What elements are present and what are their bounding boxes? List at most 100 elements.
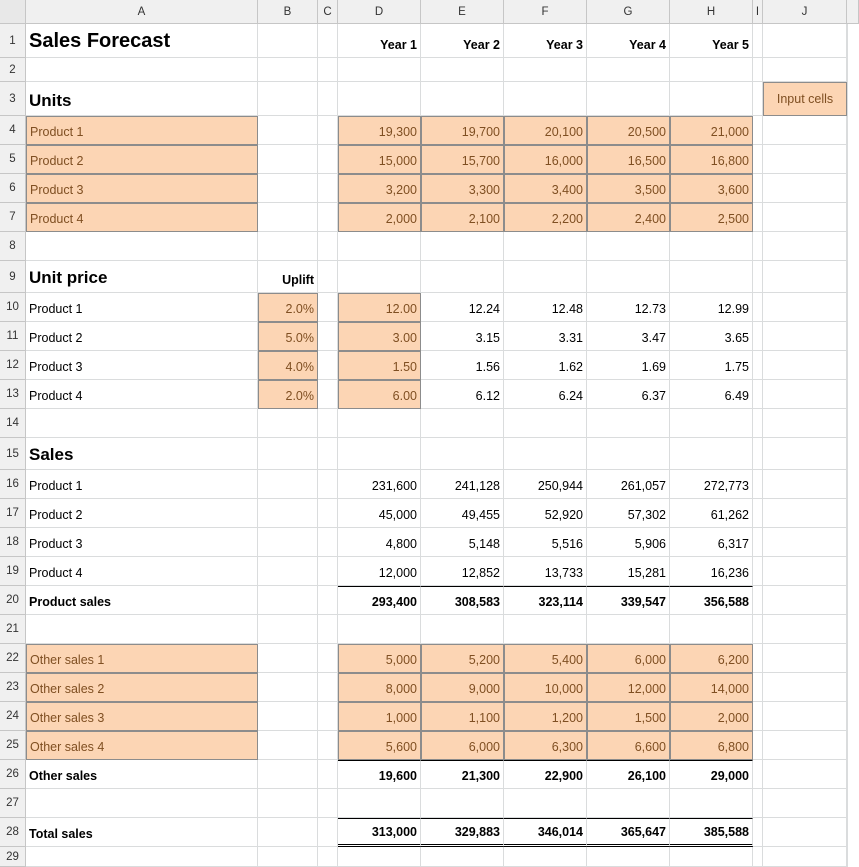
empty-cell[interactable] <box>763 145 847 174</box>
empty-cell[interactable] <box>587 409 670 438</box>
column-header-h[interactable]: H <box>670 0 753 24</box>
sales-value[interactable]: 12,852 <box>421 557 504 586</box>
sales-product-label[interactable]: Product 4 <box>26 557 258 586</box>
empty-cell[interactable] <box>763 438 847 470</box>
empty-cell[interactable] <box>258 145 318 174</box>
empty-cell[interactable] <box>763 351 847 380</box>
sales-value[interactable]: 57,302 <box>587 499 670 528</box>
other-sales-value[interactable]: 1,200 <box>504 702 587 731</box>
empty-cell[interactable] <box>338 789 421 818</box>
sheet-title[interactable]: Sales Forecast <box>26 24 258 58</box>
other-sales-label[interactable]: Other sales 4 <box>26 731 258 760</box>
input-cells-legend[interactable]: Input cells <box>763 82 847 116</box>
row-header-25[interactable]: 25 <box>0 731 26 760</box>
product-sales-total[interactable]: 293,400 <box>338 586 421 615</box>
empty-cell[interactable] <box>763 322 847 351</box>
empty-cell[interactable] <box>318 731 338 760</box>
row-header-26[interactable]: 26 <box>0 760 26 789</box>
empty-cell[interactable] <box>318 232 338 261</box>
empty-cell[interactable] <box>763 615 847 644</box>
empty-cell[interactable] <box>753 145 763 174</box>
total-sales-value[interactable]: 313,000 <box>338 818 421 847</box>
column-header-a[interactable]: A <box>26 0 258 24</box>
empty-cell[interactable] <box>753 438 763 470</box>
other-sales-value[interactable]: 8,000 <box>338 673 421 702</box>
empty-cell[interactable] <box>587 261 670 293</box>
row-header-7[interactable]: 7 <box>0 203 26 232</box>
empty-cell[interactable] <box>258 847 318 867</box>
empty-cell[interactable] <box>753 380 763 409</box>
other-sales-label[interactable]: Other sales 1 <box>26 644 258 673</box>
empty-cell[interactable] <box>318 409 338 438</box>
empty-cell[interactable] <box>421 789 504 818</box>
empty-cell[interactable] <box>670 261 753 293</box>
price-value[interactable]: 3.47 <box>587 322 670 351</box>
price-value[interactable]: 3.65 <box>670 322 753 351</box>
total-sales-value[interactable]: 385,588 <box>670 818 753 847</box>
empty-cell[interactable] <box>753 203 763 232</box>
empty-cell[interactable] <box>763 731 847 760</box>
empty-cell[interactable] <box>753 261 763 293</box>
units-value[interactable]: 3,200 <box>338 174 421 203</box>
sales-value[interactable]: 231,600 <box>338 470 421 499</box>
empty-cell[interactable] <box>587 438 670 470</box>
column-header-g[interactable]: G <box>587 0 670 24</box>
other-sales-total[interactable]: 26,100 <box>587 760 670 789</box>
price-product-label[interactable]: Product 1 <box>26 293 258 322</box>
empty-cell[interactable] <box>258 174 318 203</box>
empty-cell[interactable] <box>338 232 421 261</box>
empty-cell[interactable] <box>421 82 504 116</box>
product-sales-total[interactable]: 308,583 <box>421 586 504 615</box>
units-value[interactable]: 15,000 <box>338 145 421 174</box>
other-sales-value[interactable]: 6,000 <box>421 731 504 760</box>
row-header-5[interactable]: 5 <box>0 145 26 174</box>
empty-cell[interactable] <box>318 470 338 499</box>
sales-value[interactable]: 250,944 <box>504 470 587 499</box>
empty-cell[interactable] <box>258 24 318 58</box>
empty-cell[interactable] <box>258 673 318 702</box>
sales-heading[interactable]: Sales <box>26 438 258 470</box>
price-value[interactable]: 1.75 <box>670 351 753 380</box>
other-sales-value[interactable]: 12,000 <box>587 673 670 702</box>
empty-cell[interactable] <box>763 232 847 261</box>
row-header-6[interactable]: 6 <box>0 174 26 203</box>
other-sales-value[interactable]: 6,000 <box>587 644 670 673</box>
empty-cell[interactable] <box>258 818 318 847</box>
empty-cell[interactable] <box>26 232 258 261</box>
empty-cell[interactable] <box>338 615 421 644</box>
empty-cell[interactable] <box>258 731 318 760</box>
other-sales-value[interactable]: 6,200 <box>670 644 753 673</box>
empty-cell[interactable] <box>421 847 504 867</box>
empty-cell[interactable] <box>258 470 318 499</box>
other-sales-total[interactable]: 29,000 <box>670 760 753 789</box>
empty-cell[interactable] <box>753 731 763 760</box>
year-header[interactable]: Year 5 <box>670 24 753 58</box>
units-value[interactable]: 16,800 <box>670 145 753 174</box>
other-sales-value[interactable]: 5,200 <box>421 644 504 673</box>
sales-value[interactable]: 261,057 <box>587 470 670 499</box>
empty-cell[interactable] <box>763 847 847 867</box>
row-header-19[interactable]: 19 <box>0 557 26 586</box>
empty-cell[interactable] <box>258 232 318 261</box>
empty-cell[interactable] <box>763 760 847 789</box>
uplift-value[interactable]: 4.0% <box>258 351 318 380</box>
empty-cell[interactable] <box>753 293 763 322</box>
other-sales-value[interactable]: 1,000 <box>338 702 421 731</box>
row-header-13[interactable]: 13 <box>0 380 26 409</box>
empty-cell[interactable] <box>753 818 763 847</box>
other-sales-label[interactable]: Other sales 3 <box>26 702 258 731</box>
empty-cell[interactable] <box>670 615 753 644</box>
sales-value[interactable]: 241,128 <box>421 470 504 499</box>
empty-cell[interactable] <box>318 174 338 203</box>
total-sales-label[interactable]: Total sales <box>26 818 258 847</box>
empty-cell[interactable] <box>670 82 753 116</box>
empty-cell[interactable] <box>753 232 763 261</box>
other-sales-total[interactable]: 22,900 <box>504 760 587 789</box>
unit-price-heading[interactable]: Unit price <box>26 261 258 293</box>
year-header[interactable]: Year 2 <box>421 24 504 58</box>
other-sales-value[interactable]: 5,000 <box>338 644 421 673</box>
empty-cell[interactable] <box>670 789 753 818</box>
empty-cell[interactable] <box>318 615 338 644</box>
sales-value[interactable]: 15,281 <box>587 557 670 586</box>
empty-cell[interactable] <box>318 760 338 789</box>
